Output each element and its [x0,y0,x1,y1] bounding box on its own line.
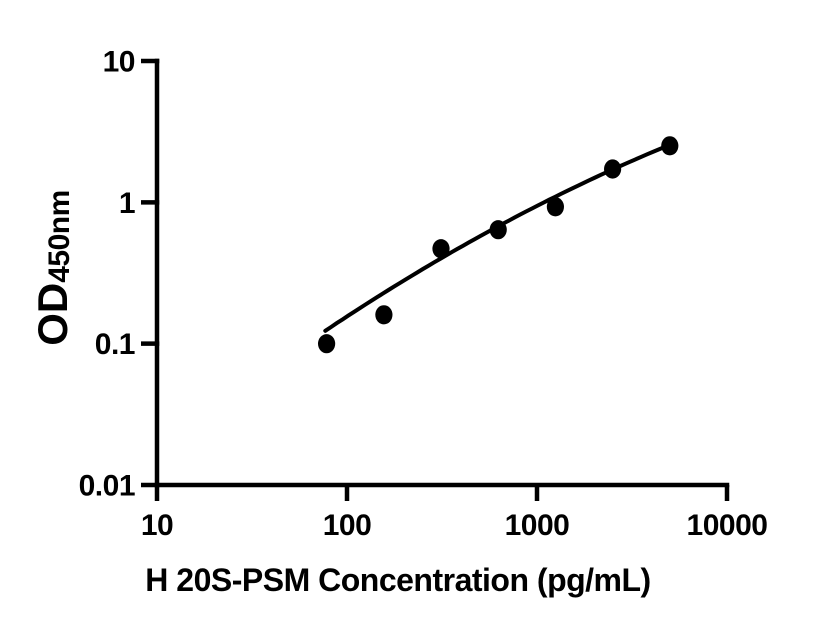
data-point [604,159,622,179]
x-axis-title-text: H 20S-PSM Concentration (pg/mL) [145,562,651,598]
data-point [432,239,450,259]
y-axis-title: OD450nm [29,190,77,346]
data-point [318,334,336,354]
y-tick-label: 0.1 [95,328,135,361]
y-tick-label: 1 [119,187,135,220]
data-point [546,197,565,217]
data-point [661,136,679,156]
x-tick-label: 10 [141,509,173,542]
y-axis-title-main: OD [29,282,76,346]
y-axis-title-subscript: 450nm [42,190,76,283]
x-axis-title: H 20S-PSM Concentration (pg/mL) [145,562,651,599]
data-point [489,220,507,240]
y-tick-label: 0.01 [79,470,135,503]
x-tick-label: 100 [323,509,372,542]
x-tick-label: 10000 [687,509,768,542]
y-tick-label: 10 [103,46,135,79]
x-tick-label: 1000 [505,509,570,542]
data-point [375,305,393,325]
